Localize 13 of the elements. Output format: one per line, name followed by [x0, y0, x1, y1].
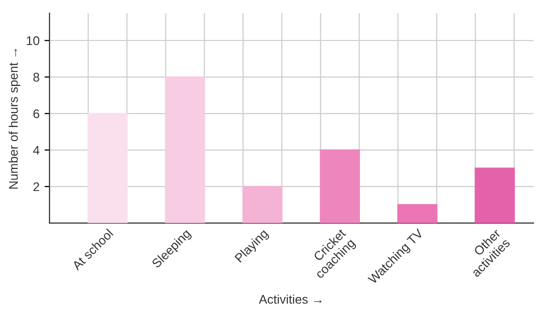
bar [474, 168, 515, 224]
y-axis-title: Number of hours spent → [8, 49, 20, 189]
bar [164, 76, 206, 224]
bar [320, 149, 360, 224]
x-axis-title: Activities → [258, 294, 322, 304]
y-tick-label: 8 [33, 72, 40, 82]
y-tick-label: 2 [33, 182, 40, 192]
bar [397, 204, 438, 224]
y-tick-label: 6 [33, 109, 40, 118]
y-tick-label: 4 [33, 146, 40, 155]
bar [88, 112, 128, 224]
bar [242, 186, 283, 224]
y-tick-label: 10 [26, 36, 40, 46]
